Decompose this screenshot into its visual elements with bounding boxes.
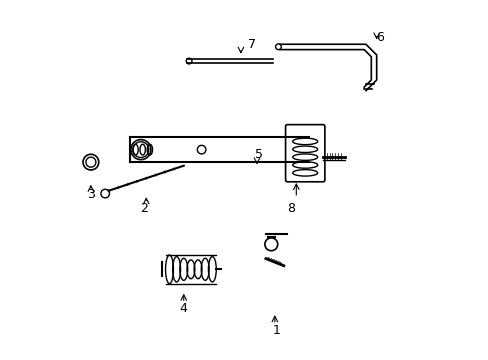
Text: 4: 4 (180, 302, 187, 315)
Text: 1: 1 (272, 324, 280, 337)
Text: 7: 7 (247, 38, 255, 51)
Text: 5: 5 (254, 148, 262, 162)
Text: 8: 8 (286, 202, 294, 215)
Text: 6: 6 (376, 31, 384, 44)
Text: 3: 3 (87, 188, 95, 201)
Text: 2: 2 (140, 202, 148, 215)
